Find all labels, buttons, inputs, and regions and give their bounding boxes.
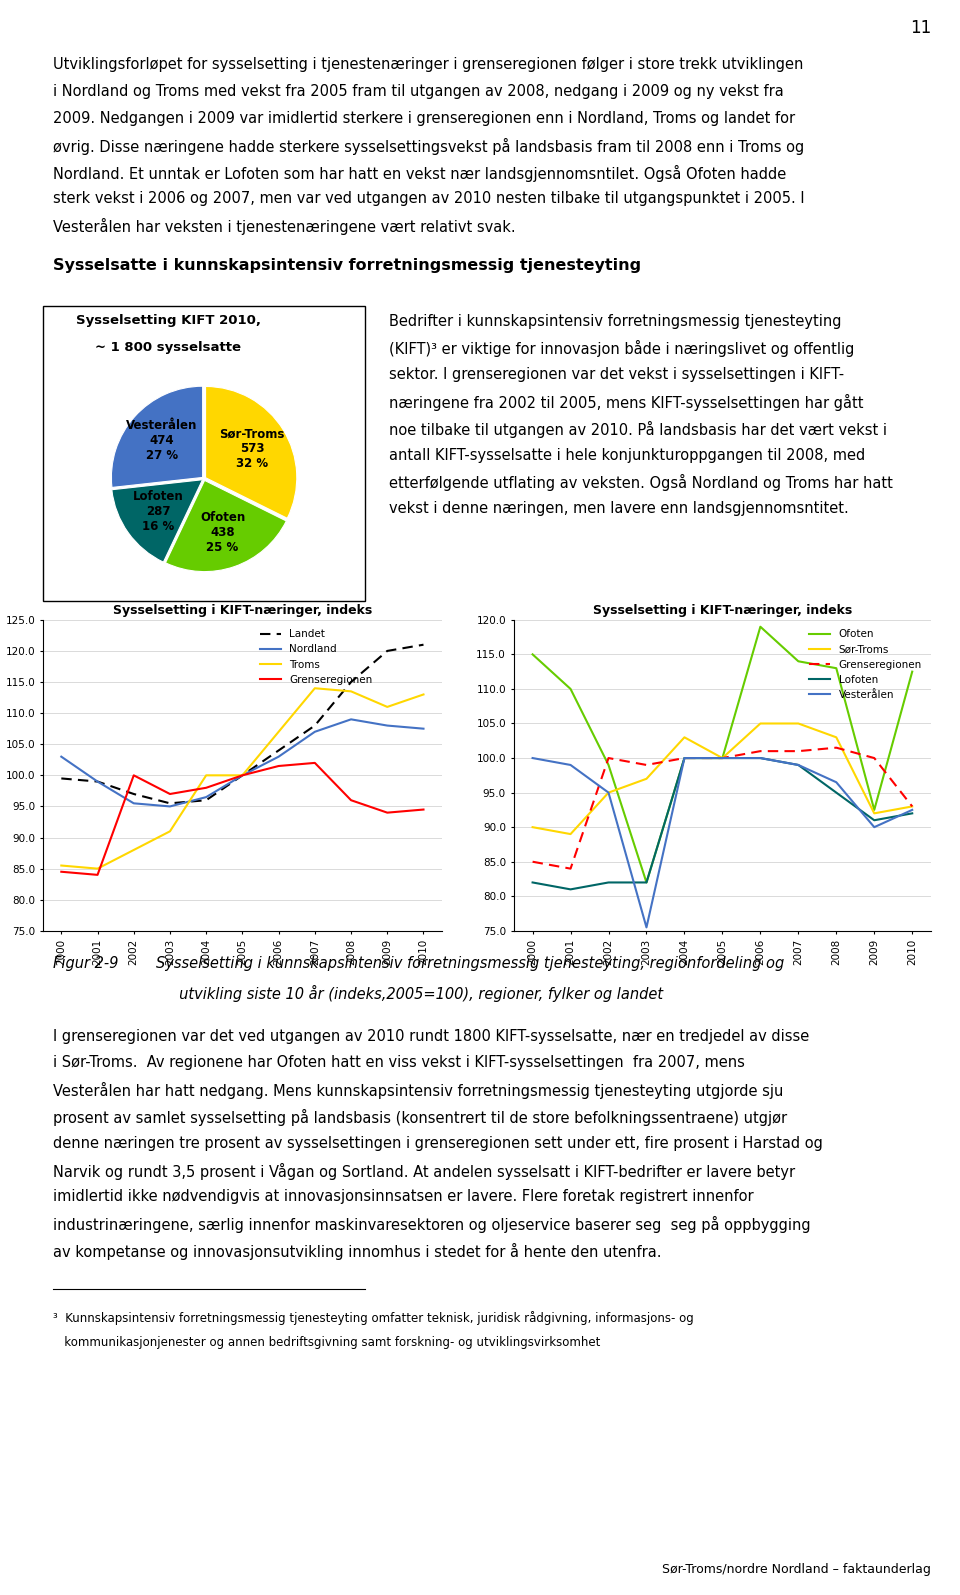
Text: denne næringen tre prosent av sysselsettingen i grenseregionen sett under ett, f: denne næringen tre prosent av sysselsett… <box>53 1136 823 1150</box>
Text: Vesterålen har hatt nedgang. Mens kunnskapsintensiv forretningsmessig tjenesteyt: Vesterålen har hatt nedgang. Mens kunnsk… <box>53 1081 783 1099</box>
Text: Sysselsatte i kunnskapsintensiv forretningsmessig tjenesteyting: Sysselsatte i kunnskapsintensiv forretni… <box>53 258 641 273</box>
Legend: Landet, Nordland, Troms, Grenseregionen: Landet, Nordland, Troms, Grenseregionen <box>255 625 376 689</box>
Text: ³  Kunnskapsintensiv forretningsmessig tjenesteyting omfatter teknisk, juridisk : ³ Kunnskapsintensiv forretningsmessig tj… <box>53 1311 693 1325</box>
Text: Vesterålen
474
27 %: Vesterålen 474 27 % <box>126 419 198 463</box>
Text: Vesterålen har veksten i tjenestenæringene vært relativt svak.: Vesterålen har veksten i tjenestenæringe… <box>53 219 516 234</box>
Title: Sysselsetting i KIFT-næringer, indeks: Sysselsetting i KIFT-næringer, indeks <box>112 605 372 617</box>
Text: øvrig. Disse næringene hadde sterkere sysselsettingsvekst på landsbasis fram til: øvrig. Disse næringene hadde sterkere sy… <box>53 137 804 155</box>
Text: noe tilbake til utgangen av 2010. På landsbasis har det vært vekst i: noe tilbake til utgangen av 2010. På lan… <box>389 421 887 437</box>
Wedge shape <box>165 480 286 571</box>
Text: Nordland. Et unntak er Lofoten som har hatt en vekst nær landsgjennomsntilet. Og: Nordland. Et unntak er Lofoten som har h… <box>53 164 786 182</box>
Text: antall KIFT-sysselsatte i hele konjunkturoppgangen til 2008, med: antall KIFT-sysselsatte i hele konjunktu… <box>389 448 865 463</box>
Text: Ofoten
438
25 %: Ofoten 438 25 % <box>200 510 245 553</box>
Text: Bedrifter i kunnskapsintensiv forretningsmessig tjenesteyting: Bedrifter i kunnskapsintensiv forretning… <box>389 314 841 329</box>
Text: Sør-Troms/nordre Nordland – faktaunderlag: Sør-Troms/nordre Nordland – faktaunderla… <box>662 1563 931 1576</box>
Text: Sør-Troms
573
32 %: Sør-Troms 573 32 % <box>220 427 285 471</box>
Text: 11: 11 <box>910 19 931 37</box>
Text: vekst i denne næringen, men lavere enn landsgjennomsntitet.: vekst i denne næringen, men lavere enn l… <box>389 501 849 517</box>
Text: Figur 2-9: Figur 2-9 <box>53 957 118 971</box>
Text: 2009. Nedgangen i 2009 var imidlertid sterkere i grenseregionen enn i Nordland, : 2009. Nedgangen i 2009 var imidlertid st… <box>53 112 795 126</box>
FancyBboxPatch shape <box>43 306 365 601</box>
Wedge shape <box>111 386 203 488</box>
Text: kommunikasjonjenester og annen bedriftsgivning samt forskning- og utviklingsvirk: kommunikasjonjenester og annen bedriftsg… <box>53 1337 600 1349</box>
Text: Narvik og rundt 3,5 prosent i Vågan og Sortland. At andelen sysselsatt i KIFT-be: Narvik og rundt 3,5 prosent i Vågan og S… <box>53 1163 795 1180</box>
Text: Utviklingsforløpet for sysselsetting i tjenestenæringer i grenseregionen følger : Utviklingsforløpet for sysselsetting i t… <box>53 57 804 72</box>
Text: sektor. I grenseregionen var det vekst i sysselsettingen i KIFT-: sektor. I grenseregionen var det vekst i… <box>389 367 844 383</box>
Text: sterk vekst i 2006 og 2007, men var ved utgangen av 2010 nesten tilbake til utga: sterk vekst i 2006 og 2007, men var ved … <box>53 191 804 206</box>
Text: prosent av samlet sysselsetting på landsbasis (konsentrert til de store befolkni: prosent av samlet sysselsetting på lands… <box>53 1109 787 1126</box>
Text: (KIFT)³ er viktige for innovasjon både i næringslivet og offentlig: (KIFT)³ er viktige for innovasjon både i… <box>389 340 854 357</box>
Text: Sysselsetting KIFT 2010,: Sysselsetting KIFT 2010, <box>76 314 260 327</box>
Text: Lofoten
287
16 %: Lofoten 287 16 % <box>132 490 183 533</box>
Wedge shape <box>205 386 297 518</box>
Text: etterfølgende utflating av veksten. Også Nordland og Troms har hatt: etterfølgende utflating av veksten. Også… <box>389 474 893 491</box>
Text: ~ 1 800 sysselsatte: ~ 1 800 sysselsatte <box>95 341 241 354</box>
Text: I grenseregionen var det ved utgangen av 2010 rundt 1800 KIFT-sysselsatte, nær e: I grenseregionen var det ved utgangen av… <box>53 1029 809 1043</box>
Title: Sysselsetting i KIFT-næringer, indeks: Sysselsetting i KIFT-næringer, indeks <box>592 605 852 617</box>
Wedge shape <box>111 480 203 561</box>
Legend: Ofoten, Sør-Troms, Grenseregionen, Lofoten, Vesterålen: Ofoten, Sør-Troms, Grenseregionen, Lofot… <box>805 625 926 703</box>
Text: i Nordland og Troms med vekst fra 2005 fram til utgangen av 2008, nedgang i 2009: i Nordland og Troms med vekst fra 2005 f… <box>53 85 783 99</box>
Text: imidlertid ikke nødvendigvis at innovasjonsinnsatsen er lavere. Flere foretak re: imidlertid ikke nødvendigvis at innovasj… <box>53 1190 754 1204</box>
Text: næringene fra 2002 til 2005, mens KIFT-sysselsettingen har gått: næringene fra 2002 til 2005, mens KIFT-s… <box>389 394 863 412</box>
Text: utvikling siste 10 år (indeks,2005=100), regioner, fylker og landet: utvikling siste 10 år (indeks,2005=100),… <box>156 984 663 1002</box>
Text: i Sør-Troms.  Av regionene har Ofoten hatt en viss vekst i KIFT-sysselsettingen : i Sør-Troms. Av regionene har Ofoten hat… <box>53 1056 745 1070</box>
Text: av kompetanse og innovasjonsutvikling innomhus i stedet for å hente den utenfra.: av kompetanse og innovasjonsutvikling in… <box>53 1243 661 1260</box>
Text: Sysselsetting i kunnskapsintensiv forretningsmessig tjenesteyting, regionfordeli: Sysselsetting i kunnskapsintensiv forret… <box>156 957 784 971</box>
Text: industrinæringene, særlig innenfor maskinvaresektoren og oljeservice baserer seg: industrinæringene, særlig innenfor maski… <box>53 1215 810 1233</box>
